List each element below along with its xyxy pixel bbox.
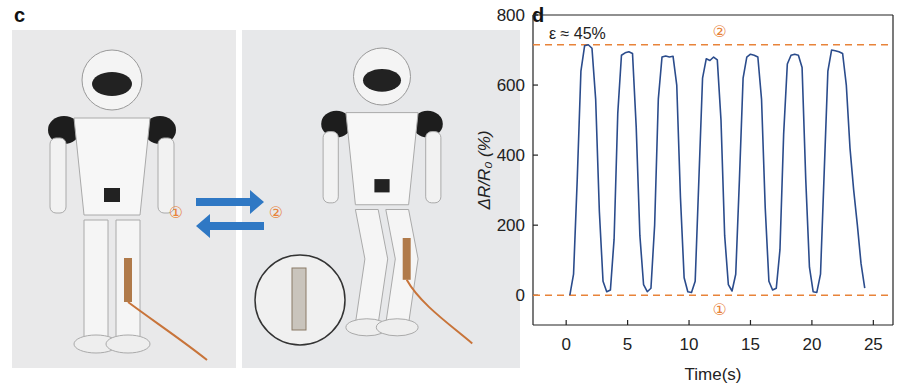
robot-foot bbox=[376, 319, 418, 336]
wire bbox=[407, 280, 473, 344]
robot-head bbox=[82, 50, 142, 110]
x-tick-label: 25 bbox=[864, 335, 883, 354]
axes: 0 200 400 600 800 0 5 10 15 20 25 Time(s) ΔR/R₀ (%) bbox=[475, 6, 893, 384]
y-tick-label: 0 bbox=[516, 286, 525, 305]
state-label: ① bbox=[169, 204, 183, 221]
x-tick-label: 20 bbox=[802, 335, 821, 354]
photo-frame bbox=[242, 30, 520, 368]
x-axis bbox=[533, 324, 893, 325]
robot-arm bbox=[158, 138, 174, 213]
photos: ①② bbox=[12, 30, 520, 368]
robot-arm bbox=[426, 132, 441, 203]
x-tick-label: 15 bbox=[741, 335, 760, 354]
inset bbox=[255, 255, 345, 345]
y-tick-label: 600 bbox=[497, 76, 525, 95]
data-line bbox=[570, 45, 865, 295]
robot-arm bbox=[323, 132, 338, 203]
y-tick-label: 800 bbox=[497, 6, 525, 25]
robot-head bbox=[354, 48, 411, 105]
robot-badge bbox=[374, 179, 389, 192]
x-tick-label: 10 bbox=[680, 335, 699, 354]
robot-leg bbox=[386, 210, 418, 324]
x-tick bbox=[688, 320, 689, 325]
y-axis-label: ΔR/R₀ (%) bbox=[475, 130, 494, 210]
sensor-strip bbox=[403, 238, 411, 280]
y-tick-label: 400 bbox=[497, 146, 525, 165]
robot-visor bbox=[363, 69, 401, 92]
arrow bbox=[196, 214, 264, 238]
robot-torso bbox=[74, 118, 150, 215]
inset-strip bbox=[292, 268, 306, 330]
state-label: ② bbox=[269, 204, 283, 221]
wire bbox=[128, 302, 207, 360]
frame-right bbox=[892, 15, 893, 325]
y-tick bbox=[533, 155, 538, 156]
robot-state-1 bbox=[48, 50, 207, 360]
robot-foot bbox=[106, 335, 150, 353]
x-tick-label: 5 bbox=[623, 335, 632, 354]
y-axis bbox=[532, 15, 533, 325]
y-tick bbox=[533, 14, 538, 15]
robot-arm bbox=[50, 138, 66, 213]
x-tick bbox=[627, 320, 628, 325]
x-tick bbox=[811, 320, 812, 325]
arrow bbox=[196, 190, 264, 214]
robot-visor bbox=[92, 72, 132, 96]
panel-label: c bbox=[14, 4, 25, 26]
y-tick bbox=[533, 84, 538, 85]
frame-top bbox=[533, 14, 893, 15]
reference-line bbox=[533, 294, 893, 296]
y-tick bbox=[533, 225, 538, 226]
y-tick-label: 200 bbox=[497, 216, 525, 235]
robot-leg bbox=[84, 220, 108, 340]
robot-torso bbox=[346, 113, 418, 205]
reference-label: ② bbox=[713, 23, 727, 40]
annotation: ε ≈ 45% bbox=[549, 25, 606, 42]
figure: cd①②02004006008000510152025Time(s)ΔR/R₀ … bbox=[0, 0, 900, 384]
x-tick bbox=[873, 320, 874, 325]
robot-leg bbox=[116, 220, 140, 340]
x-axis-label: Time(s) bbox=[685, 365, 742, 384]
sensor-strip bbox=[124, 258, 132, 302]
plot-area bbox=[533, 45, 893, 295]
reference-label: ① bbox=[713, 301, 727, 318]
x-tick bbox=[750, 320, 751, 325]
robot-leg bbox=[355, 210, 387, 324]
x-tick-label: 0 bbox=[561, 335, 570, 354]
x-tick bbox=[566, 320, 567, 325]
robot-badge bbox=[104, 188, 120, 202]
